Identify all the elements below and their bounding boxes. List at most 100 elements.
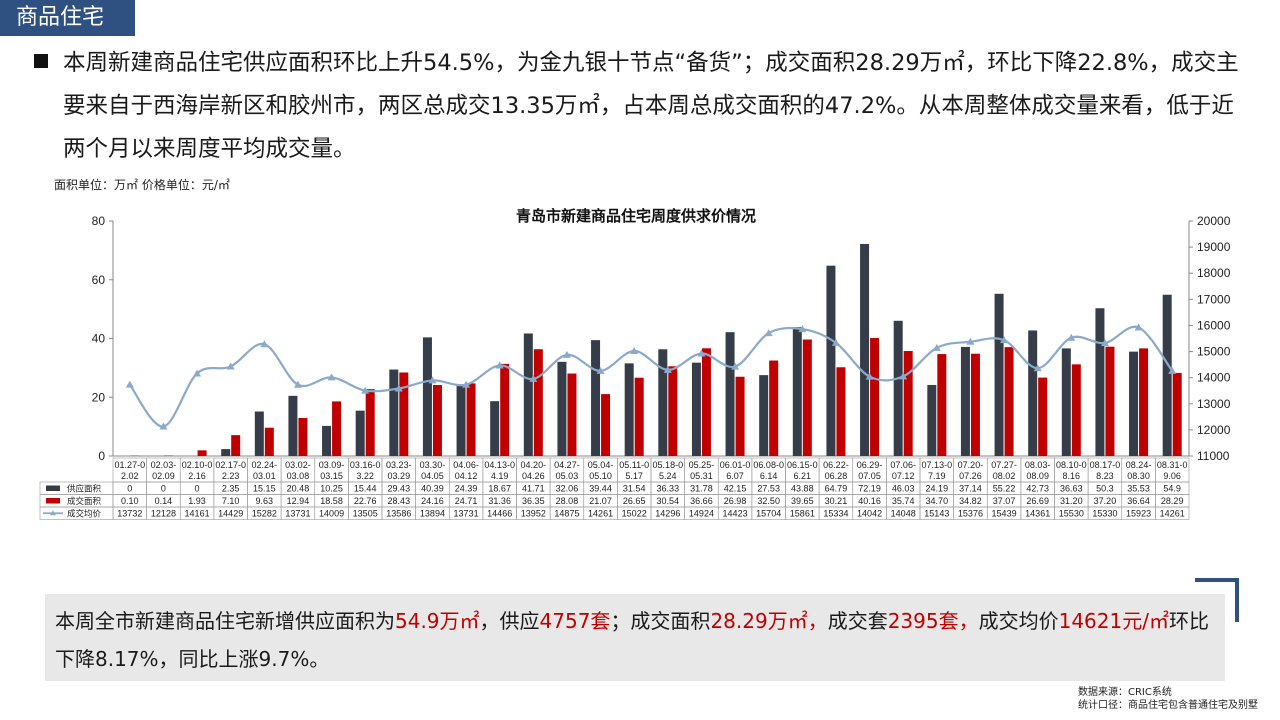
table-cell-value: 37.07	[993, 496, 1016, 506]
deal-bar	[701, 348, 711, 456]
deal-bar	[1038, 377, 1048, 456]
table-cell-value: 72.19	[858, 484, 881, 494]
table-cell-value: 37.14	[959, 484, 982, 494]
deal-bar	[1071, 364, 1081, 456]
avg-price-marker	[1100, 338, 1109, 346]
table-cell-value: 35.53	[1127, 484, 1150, 494]
table-cell-value: 36.33	[657, 484, 680, 494]
table-cell-value: 15022	[622, 509, 647, 519]
avg-price-marker	[899, 372, 908, 380]
category-label: 03.02-	[285, 460, 311, 470]
category-label: 8.16	[1063, 471, 1081, 481]
avg-price-marker	[327, 373, 336, 381]
table-cell-value: 13731	[285, 509, 310, 519]
table-cell-value: 32.06	[556, 484, 579, 494]
avg-price-marker	[226, 362, 235, 370]
table-cell-value: 36.64	[1127, 496, 1150, 506]
category-label: 08.02	[993, 471, 1016, 481]
deal-bar	[197, 450, 207, 456]
category-label: 07.26	[959, 471, 982, 481]
table-cell-value: 13894	[420, 509, 445, 519]
right-tick-label: 13000	[1197, 397, 1231, 411]
table-cell-value: 21.07	[589, 496, 612, 506]
deal-bar	[769, 360, 779, 456]
category-label: 04.26	[522, 471, 545, 481]
avg-price-marker	[495, 361, 504, 369]
table-cell-value: 55.22	[993, 484, 1016, 494]
table-cell-value: 24.39	[455, 484, 478, 494]
summary-deal-units: 2395套，	[887, 609, 979, 633]
supply-bar	[288, 395, 298, 456]
deal-bar	[332, 401, 342, 456]
table-cell-value: 34.82	[959, 496, 982, 506]
category-label: 06.28	[825, 471, 848, 481]
deal-bar	[500, 363, 510, 456]
category-label: 03.09-	[319, 460, 345, 470]
category-label: 9.06	[1163, 471, 1181, 481]
avg-price-marker	[125, 380, 134, 388]
table-cell-value: 39.65	[791, 496, 814, 506]
left-tick-label: 40	[92, 332, 106, 346]
table-cell-value: 46.03	[892, 484, 915, 494]
avg-price-marker	[193, 369, 202, 377]
supply-bar	[725, 332, 735, 456]
avg-price-marker	[428, 376, 437, 384]
table-cell-value: 31.20	[1060, 496, 1083, 506]
category-label: 6.07	[726, 471, 744, 481]
category-label: 05.04-	[588, 460, 614, 470]
deal-bar	[399, 372, 409, 456]
supply-bar	[523, 333, 533, 456]
table-cell-value: 22.76	[354, 496, 377, 506]
table-cell-value: 32.50	[757, 496, 780, 506]
category-label: 03.23-	[386, 460, 412, 470]
avg-price-marker	[731, 362, 740, 370]
table-cell-value: 64.79	[825, 484, 848, 494]
avg-price-marker	[1067, 333, 1076, 341]
category-label: 08.17-0	[1090, 460, 1121, 470]
table-cell-value: 50.3	[1096, 484, 1114, 494]
table-cell-value: 28.08	[556, 496, 579, 506]
table-cell-value: 14042	[857, 509, 882, 519]
right-tick-label: 16000	[1197, 318, 1231, 332]
avg-price-marker	[697, 349, 706, 357]
table-cell-value: 36.63	[1060, 484, 1083, 494]
right-tick-label: 11000	[1197, 449, 1230, 463]
table-cell-value: 15923	[1126, 509, 1151, 519]
table-cell-value: 15282	[252, 509, 277, 519]
table-cell-value: 26.65	[623, 496, 646, 506]
deal-bar	[365, 389, 375, 456]
avg-price-marker	[798, 325, 807, 333]
table-cell-value: 26.98	[724, 496, 747, 506]
category-label: 03.30-	[420, 460, 446, 470]
table-cell-value: 15439	[992, 509, 1017, 519]
table-cell-value: 15.44	[354, 484, 377, 494]
category-label: 2.23	[222, 471, 240, 481]
table-cell-value: 43.88	[791, 484, 814, 494]
summary-text-2: ，供应	[479, 609, 540, 633]
right-tick-label: 14000	[1197, 371, 1231, 385]
table-cell-value: 9.63	[256, 496, 274, 506]
avg-price-marker	[462, 380, 471, 388]
table-cell-value: 15143	[924, 509, 949, 519]
supply-bar	[355, 410, 365, 456]
category-label: 02.10-0	[182, 460, 213, 470]
table-cell-value: 13732	[117, 509, 142, 519]
avg-price-marker	[663, 365, 672, 373]
category-label: 05.31	[690, 471, 713, 481]
supply-bar	[456, 384, 466, 456]
supply-bar	[826, 265, 836, 456]
deal-bar	[970, 353, 980, 456]
category-label: 05.10	[589, 471, 612, 481]
table-cell-value: 15.15	[253, 484, 276, 494]
deal-bar	[903, 351, 913, 456]
deal-bar	[668, 366, 678, 456]
avg-price-marker	[764, 329, 773, 337]
table-cell-value: 54.9	[1163, 484, 1181, 494]
category-label: 06.15-0	[787, 460, 818, 470]
table-cell-value: 14296	[655, 509, 680, 519]
table-cell-value: 31.36	[488, 496, 511, 506]
category-label: 03.16-0	[350, 460, 381, 470]
table-cell-value: 13731	[454, 509, 479, 519]
table-cell-value: 15330	[1092, 509, 1117, 519]
category-label: 08.31-0	[1157, 460, 1188, 470]
